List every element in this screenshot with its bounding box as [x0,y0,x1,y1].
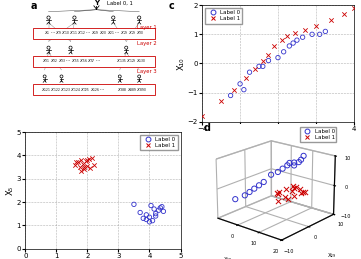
Point [218,99,224,103]
Point [260,59,266,63]
Text: $X_{31}\ X_{32}\ X_{33}\ \cdots\ X_{55}\ X_{56}\ X_{57}\ \cdots\ \quad\quad\quad: $X_{31}\ X_{32}\ X_{33}\ \cdots\ X_{55}\… [42,57,146,65]
Point [252,67,258,71]
Point [88,166,93,170]
Point [148,204,154,208]
Point [78,158,84,162]
Point [78,168,84,172]
Point [292,31,298,35]
FancyBboxPatch shape [33,84,155,95]
FancyBboxPatch shape [33,56,155,67]
X-axis label: X₂₈: X₂₈ [224,257,232,259]
Point [199,114,205,118]
Circle shape [47,16,50,19]
Point [143,217,149,221]
Point [81,165,87,169]
Circle shape [43,75,46,78]
Circle shape [73,16,76,19]
Point [77,165,83,169]
Point [275,55,281,60]
Point [83,159,89,163]
X-axis label: X₀: X₀ [273,133,283,142]
Text: Y: Y [94,0,99,6]
Point [153,214,158,218]
Text: Layer 2: Layer 2 [137,41,157,46]
Point [290,41,296,45]
Point [150,219,156,223]
Text: c: c [169,1,175,11]
Point [237,82,243,86]
Circle shape [125,46,128,49]
Point [266,59,271,63]
Point [157,206,163,210]
Circle shape [138,75,141,78]
Point [75,160,81,164]
Circle shape [69,46,72,49]
Point [131,202,137,206]
Point [287,44,292,48]
Circle shape [112,16,115,19]
Point [328,18,334,22]
Y-axis label: X₁₀: X₁₀ [177,57,186,70]
Point [72,163,78,167]
Text: Layer 1: Layer 1 [137,25,157,30]
Point [271,44,277,48]
Point [322,29,328,33]
Point [309,32,315,36]
Point [80,162,86,166]
Text: d: d [203,123,210,133]
Circle shape [60,75,63,78]
Point [81,167,87,171]
Text: a: a [30,1,37,11]
Point [351,6,357,10]
Point [153,212,158,216]
Point [243,76,249,80]
Point [247,70,252,74]
Point [91,163,96,167]
Point [302,28,308,32]
FancyBboxPatch shape [33,28,155,39]
Text: $X_1\ \cdots\ X_9\ X_{10}\ X_{11}\ X_{12}\ \cdots\ X_{19}\ X_{20}\ X_{21}\ \cdot: $X_1\ \cdots\ X_9\ X_{10}\ X_{11}\ X_{12… [44,30,144,37]
Text: $X_{121}\ X_{122}\ X_{123}\ X_{124}\ X_{125}\ X_{126}\ \cdots\ \quad\quad\quad X: $X_{121}\ X_{122}\ X_{123}\ X_{124}\ X_{… [41,86,147,93]
Text: Label 0, 1: Label 0, 1 [107,1,133,6]
Point [284,34,290,38]
Point [279,38,285,42]
Point [147,215,152,219]
Point [84,158,90,162]
Legend: Label 0, Label 1: Label 0, Label 1 [205,8,242,24]
Y-axis label: X₂₉: X₂₉ [328,253,336,258]
Legend: Label 0, Label 1: Label 0, Label 1 [300,127,336,141]
Point [294,38,300,42]
Point [228,93,234,98]
Point [300,35,305,39]
Point [281,50,287,54]
Point [266,53,271,57]
Text: Layer 3: Layer 3 [137,69,157,74]
Point [156,208,162,212]
Point [256,64,262,68]
Point [151,207,157,211]
Point [231,88,237,92]
Circle shape [47,46,50,49]
Circle shape [138,16,141,19]
Point [84,164,90,168]
Point [74,160,79,164]
Point [143,213,149,217]
Legend: Label 0, Label 1: Label 0, Label 1 [140,135,178,150]
Point [147,220,152,224]
Point [140,216,146,220]
Point [137,210,143,214]
Point [260,64,266,68]
Point [161,209,166,213]
Point [342,12,347,16]
Circle shape [118,75,121,78]
Y-axis label: X₅: X₅ [6,186,15,195]
Point [313,24,319,28]
Point [241,88,247,92]
Point [159,205,165,209]
Point [86,157,92,161]
Point [89,156,95,160]
Point [317,32,323,36]
